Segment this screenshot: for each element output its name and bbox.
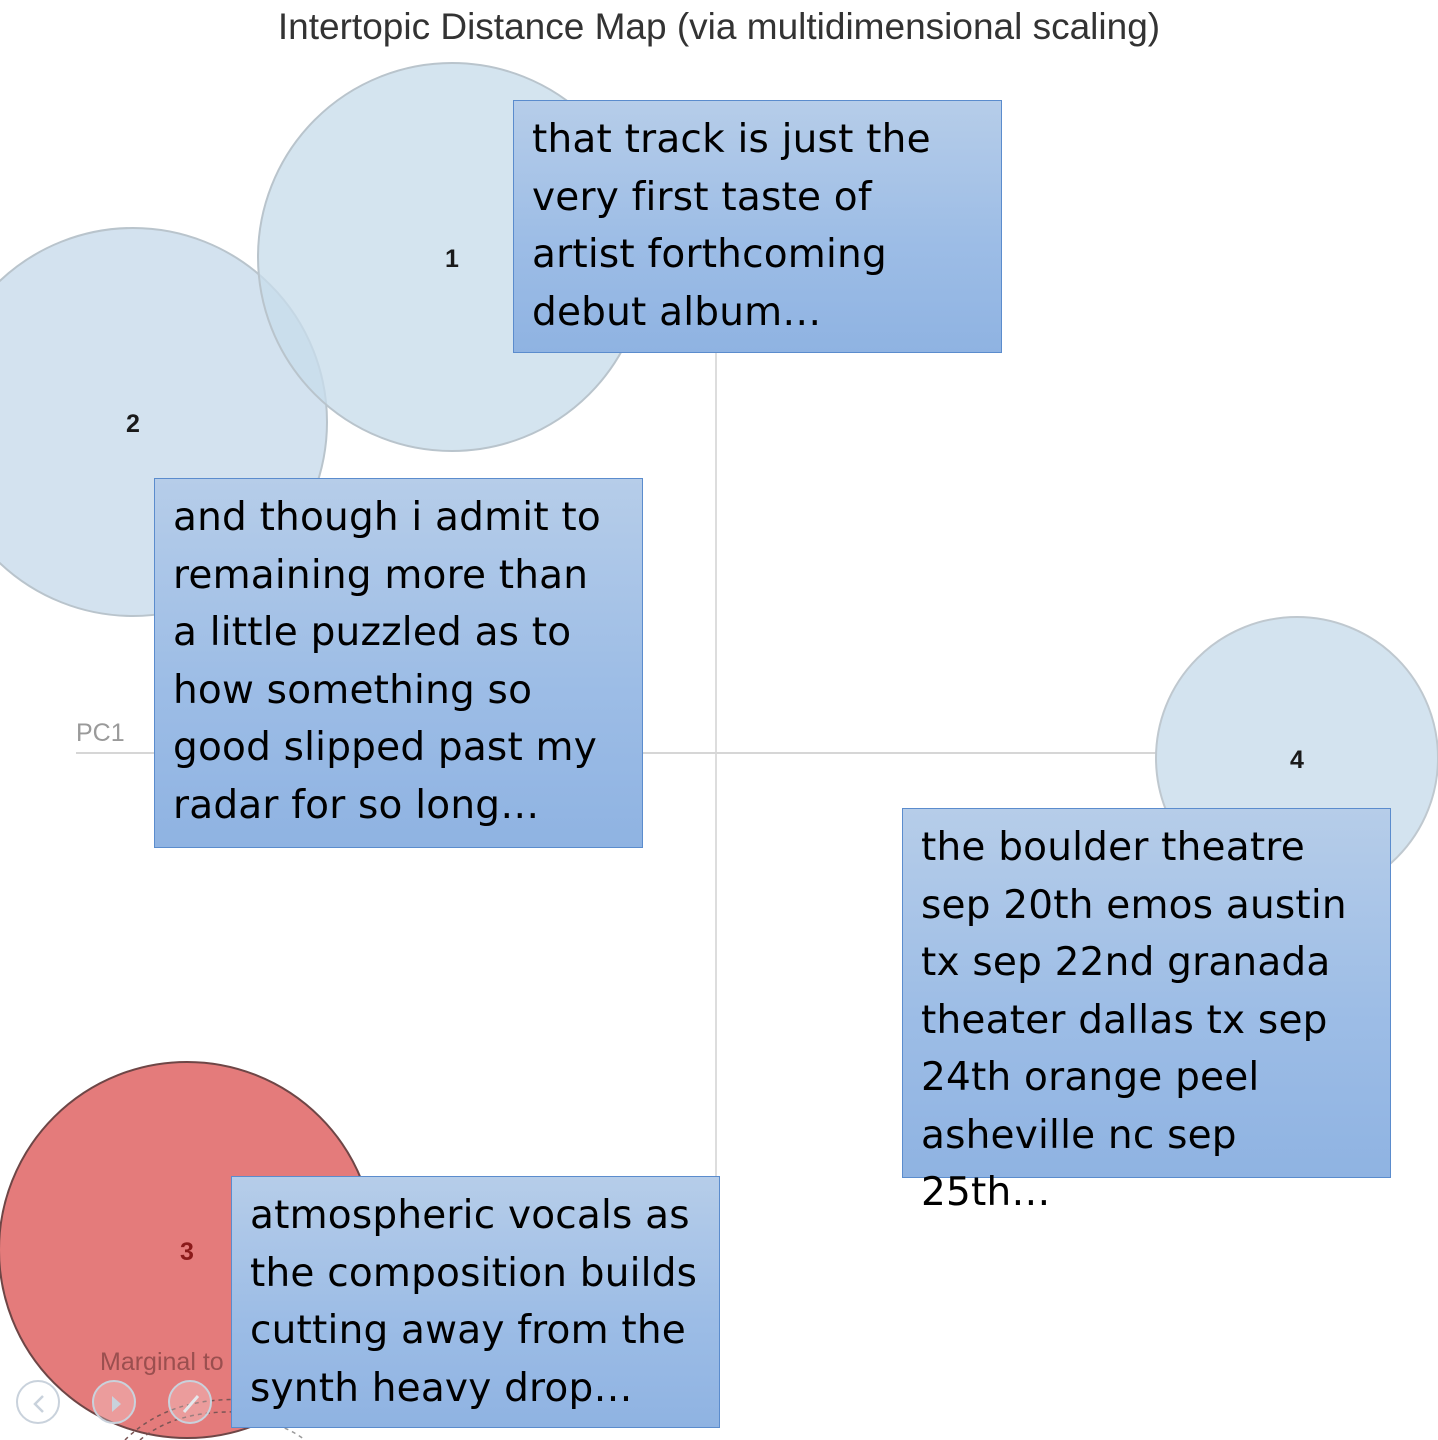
topic-4-callout: the boulder theatre sep 20th emos austin… <box>902 808 1391 1215</box>
pc1-axis-label: PC1 <box>76 719 125 747</box>
arrow-left-icon <box>33 1395 44 1413</box>
pen-icon <box>182 1395 200 1413</box>
next-slide-button[interactable] <box>92 1380 136 1424</box>
marginal-label: Marginal to <box>100 1348 224 1376</box>
topic-label-2: 2 <box>126 410 140 438</box>
topic-label-4: 4 <box>1290 746 1304 774</box>
topic-3-callout: atmospheric vocals as the composition bu… <box>231 1176 720 1428</box>
chart-title: Intertopic Distance Map (via multidimens… <box>277 6 1161 47</box>
topic-2-callout: and though i admit to remaining more tha… <box>154 478 643 848</box>
marginal-dashed-arc-3 <box>261 1419 306 1440</box>
pen-tool-button[interactable] <box>168 1380 212 1424</box>
arrow-right-icon <box>112 1396 121 1412</box>
topic-1-callout: that track is just the very first taste … <box>513 100 1002 353</box>
topic-label-3: 3 <box>180 1238 194 1266</box>
topic-label-1: 1 <box>445 245 459 273</box>
previous-slide-button[interactable] <box>16 1380 60 1424</box>
